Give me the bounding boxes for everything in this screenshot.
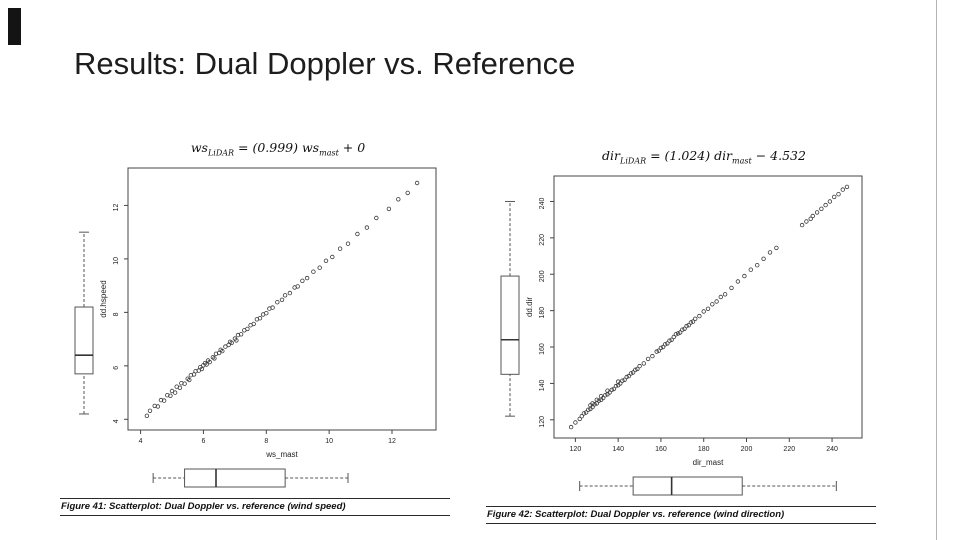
svg-text:220: 220 [539,234,546,246]
svg-text:140: 140 [612,446,624,453]
svg-text:180: 180 [698,446,710,453]
svg-text:12: 12 [113,203,120,211]
scatterplot-wind-speed: 4 6 8 10 12 4 6 8 10 12 ws_mast dd.hspeed [74,167,437,488]
svg-text:ws_mast: ws_mast [265,450,298,459]
slide-title: Results: Dual Doppler vs. Reference [74,46,576,81]
eq-tail: − 4.532 [751,148,806,163]
svg-text:200: 200 [539,270,546,282]
scatterplot-wind-direction: 120 140 160 180 200 220 240 120 140 160 180 200 220 2… [500,175,863,496]
eq-lhs-var: dir [602,148,621,163]
svg-text:120: 120 [570,446,582,453]
equation-wind-speed: wsLiDAR = (0.999) wsmast + 0 [60,138,450,160]
eq-rhs-sub: mast [319,148,339,158]
slide-right-border [936,0,937,540]
svg-text:140: 140 [539,379,546,391]
svg-text:120: 120 [539,416,546,428]
svg-text:dd.dir: dd.dir [525,297,534,317]
svg-text:240: 240 [826,446,838,453]
eq-tail: + 0 [338,140,366,155]
figure-caption-wind-direction: Figure 42: Scatterplot: Dual Doppler vs.… [486,506,876,524]
svg-text:8: 8 [264,438,268,445]
equation-wind-direction: dirLiDAR = (1.024) dirmast − 4.532 [486,146,876,168]
svg-text:10: 10 [113,257,120,265]
svg-text:4: 4 [113,419,120,423]
svg-text:10: 10 [325,438,333,445]
eq-rhs-var: ws [301,140,320,155]
eq-mid: = (0.999) [234,140,302,155]
eq-mid: = (1.024) [646,148,715,163]
svg-text:160: 160 [655,446,667,453]
eq-lhs-sub: LiDAR [620,156,647,166]
svg-text:6: 6 [113,366,120,370]
svg-text:4: 4 [139,438,143,445]
svg-text:160: 160 [539,343,546,355]
eq-lhs-sub: LiDAR [207,148,235,158]
figure-wind-direction: dirLiDAR = (1.024) dirmast − 4.532 120 14… [486,146,876,524]
corner-accent-bar [8,8,21,45]
svg-text:180: 180 [539,307,546,319]
svg-text:240: 240 [539,198,546,210]
svg-text:200: 200 [741,446,753,453]
eq-lhs-var: ws [190,140,208,155]
eq-rhs-sub: mast [732,156,752,166]
svg-text:220: 220 [783,446,795,453]
svg-text:dd.hspeed: dd.hspeed [99,280,108,317]
svg-text:dir_mast: dir_mast [693,458,724,467]
svg-text:8: 8 [113,312,120,316]
svg-text:12: 12 [388,438,396,445]
figure-caption-wind-speed: Figure 41: Scatterplot: Dual Doppler vs.… [60,498,450,516]
figure-wind-speed: wsLiDAR = (0.999) wsmast + 0 4 6 8 10 12 4 6 8 1… [60,138,450,516]
eq-rhs-var: dir [714,148,733,163]
svg-text:6: 6 [201,438,205,445]
